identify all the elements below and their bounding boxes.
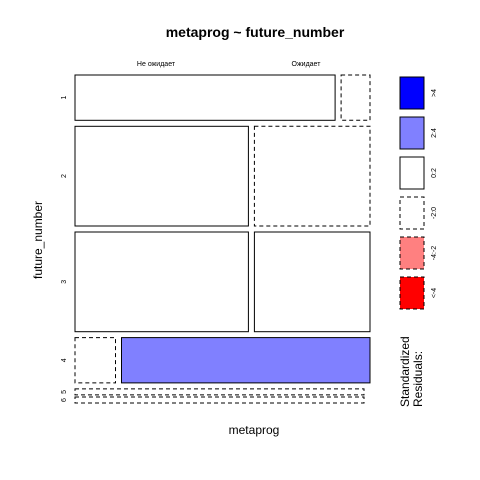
row-label-4: 4 [61,358,68,362]
mosaic-cell-4-2 [122,338,371,383]
row-label-1: 1 [61,96,68,100]
row-label-5: 5 [61,390,68,394]
mosaic-cell-2-2 [254,126,370,226]
legend-title-line: Standardized [398,336,412,407]
mosaic-cells [75,75,370,403]
mosaic-cell-6-1 [75,397,364,403]
mosaic-cell-2-1 [75,126,248,226]
mosaic-cell-1-1 [75,75,335,120]
mosaic-cell-3-2 [254,232,370,332]
row-label-3: 3 [61,280,68,284]
row-label-2: 2 [61,174,68,178]
legend-swatch [400,237,424,269]
legend-swatch [400,117,424,149]
legend-title-line: Residuals: [411,351,425,407]
legend-label: <-4 [431,288,438,298]
legend-label: 0:2 [431,168,438,178]
legend-swatch [400,77,424,109]
row-labels: 1 2 3 4 5 6 [61,96,68,402]
legend-label: -2:0 [431,207,438,219]
y-axis-label: future_number [31,201,45,279]
legend-swatch [400,157,424,189]
legend-swatch [400,197,424,229]
legend: >4 2:4 0:2 -2:0 -4:-2 <-4 [400,77,438,309]
mosaic-cell-3-1 [75,232,248,332]
x-axis-label: metaprog [229,423,280,437]
legend-swatch [400,277,424,309]
column-label-1: Ожидает [292,61,322,68]
legend-label: 2:4 [431,128,438,138]
chart-title: metaprog ~ future_number [166,24,345,40]
row-label-6: 6 [61,398,68,402]
mosaic-cell-1-2 [341,75,370,120]
legend-label: -4:-2 [431,246,438,261]
legend-title: StandardizedResiduals: [398,336,425,407]
column-label-0: Не ожидает [137,61,176,68]
mosaic-cell-4-1 [75,338,116,383]
mosaic-cell-5-1 [75,389,364,395]
legend-label: >4 [431,89,438,97]
